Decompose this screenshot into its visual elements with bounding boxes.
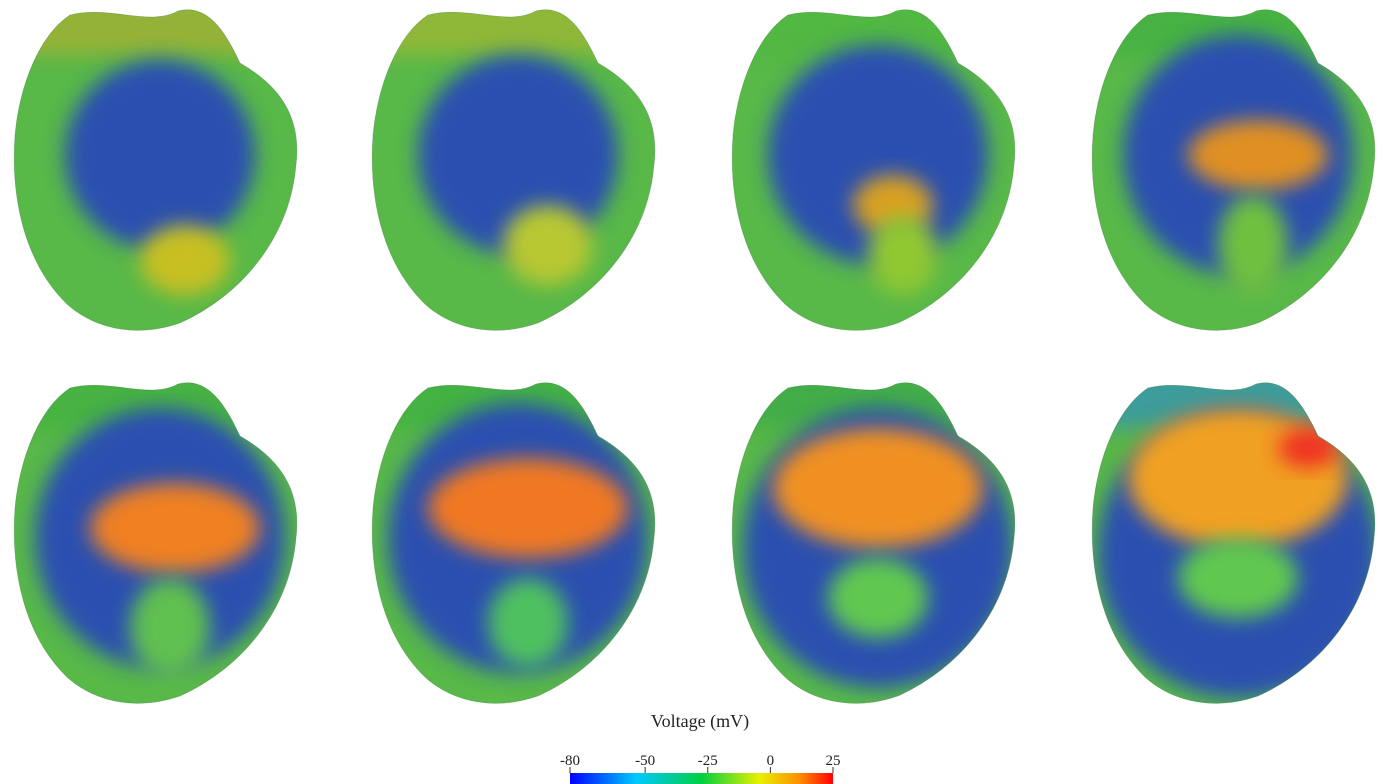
heart-surface bbox=[358, 0, 668, 330]
warm-region bbox=[773, 428, 983, 548]
warm-region bbox=[130, 578, 210, 678]
page: Voltage (mV) -80-50-25025 (() => { const… bbox=[0, 0, 1379, 784]
colorbar-tick-label: 25 bbox=[826, 753, 841, 769]
heart-surface bbox=[1078, 0, 1379, 330]
colorbar-tick-label: 0 bbox=[767, 753, 775, 769]
warm-region bbox=[868, 215, 938, 295]
heart-surface bbox=[1078, 368, 1379, 703]
warm-region bbox=[503, 205, 593, 285]
colorbar: -80 -50 -25 0 25 bbox=[560, 753, 841, 784]
heart-rendering bbox=[1078, 0, 1379, 330]
heart-surface bbox=[0, 368, 310, 703]
heart-rendering bbox=[0, 368, 310, 703]
heart-rendering bbox=[718, 368, 1028, 703]
heart-surface bbox=[718, 368, 1028, 703]
heart-panels bbox=[0, 0, 1379, 703]
warm-region bbox=[488, 578, 568, 668]
blue-region bbox=[65, 60, 255, 250]
colorbar-gradient bbox=[570, 773, 833, 784]
colorbar-tick-label: -25 bbox=[698, 753, 718, 769]
warm-region bbox=[828, 558, 928, 638]
warm-region bbox=[1278, 428, 1338, 468]
warm-region bbox=[1128, 408, 1348, 548]
heart-rendering bbox=[718, 0, 1028, 330]
warm-region bbox=[1218, 195, 1288, 295]
heart-rendering bbox=[358, 368, 668, 703]
warm-region bbox=[1178, 538, 1298, 618]
heart-rendering bbox=[358, 0, 668, 330]
heart-surface bbox=[358, 368, 668, 703]
colorbar-title: Voltage (mV) bbox=[651, 711, 749, 732]
warm-region bbox=[1188, 120, 1328, 190]
warm-region bbox=[140, 225, 230, 295]
heart-surface bbox=[0, 0, 310, 330]
heart-edge bbox=[358, 0, 668, 55]
heart-rendering bbox=[1078, 368, 1379, 703]
warm-region bbox=[428, 458, 628, 558]
colorbar-tick-label: -50 bbox=[635, 753, 655, 769]
colorbar-tick-label: -80 bbox=[560, 753, 580, 769]
figure: Voltage (mV) -80 -50 -25 0 25 bbox=[0, 0, 1379, 784]
heart-edge bbox=[0, 0, 310, 55]
heart-rendering bbox=[0, 0, 310, 330]
heart-surface bbox=[718, 0, 1028, 330]
warm-region bbox=[90, 483, 260, 573]
